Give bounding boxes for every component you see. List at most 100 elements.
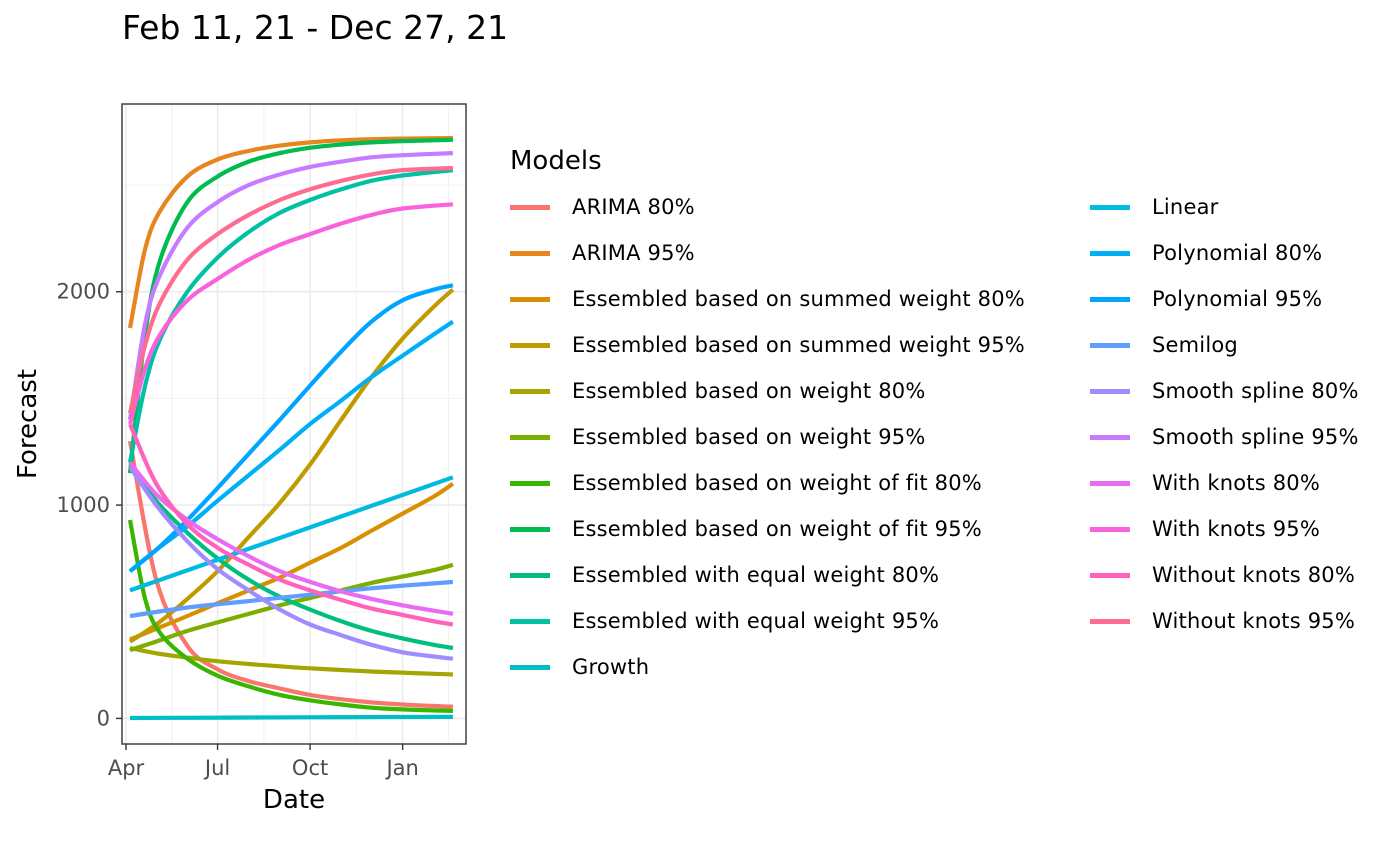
legend-item: Essembled based on weight 95%	[510, 414, 1080, 460]
legend-swatch	[1090, 526, 1130, 532]
legend-item: Growth	[510, 644, 1080, 690]
y-axis: 0 1000 2000	[57, 280, 122, 730]
legend-label: Essembled based on weight 80%	[572, 379, 926, 403]
y-tick-label: 2000	[57, 280, 110, 304]
legend-item: With knots 95%	[1090, 506, 1359, 552]
legend-swatch	[510, 296, 550, 302]
legend-item: Smooth spline 80%	[1090, 368, 1359, 414]
legend-label: Essembled based on summed weight 95%	[572, 333, 1025, 357]
chart-title: Feb 11, 21 - Dec 27, 21	[122, 8, 509, 47]
series-line-arima-95	[127, 136, 453, 329]
y-axis-label: Forecast	[13, 369, 43, 479]
legend-label: Polynomial 95%	[1152, 287, 1323, 311]
x-tick-label: Apr	[108, 756, 145, 780]
series-line-growth	[129, 714, 453, 721]
x-tick-label: Jul	[203, 756, 230, 780]
legend-item: Essembled based on summed weight 95%	[510, 322, 1080, 368]
y-tick-label: 1000	[57, 493, 110, 517]
legend-swatch	[1090, 618, 1130, 624]
series-line-arima-80	[127, 440, 453, 709]
legend-item: Polynomial 80%	[1090, 230, 1359, 276]
legend-swatch	[510, 526, 550, 532]
legend-item: Essembled based on weight 80%	[510, 368, 1080, 414]
series-line-essembled-based-on-summed-weight-80	[129, 481, 455, 642]
legend-item: Without knots 80%	[1090, 552, 1359, 598]
legend-item: ARIMA 80%	[510, 184, 1080, 230]
legend-swatch	[510, 664, 550, 670]
grid-minor	[122, 104, 466, 744]
legend-item: With knots 80%	[1090, 460, 1359, 506]
legend-label: Essembled based on summed weight 80%	[572, 287, 1025, 311]
legend-swatch	[510, 480, 550, 486]
legend-swatch	[510, 572, 550, 578]
legend-label: Essembled with equal weight 95%	[572, 609, 940, 633]
y-tick-label: 0	[97, 706, 110, 730]
legend-label: With knots 95%	[1152, 517, 1321, 541]
legend-swatch	[510, 434, 550, 440]
legend-label: Without knots 80%	[1152, 563, 1355, 587]
x-axis: Apr Jul Oct Jan	[108, 744, 419, 780]
panel-border	[121, 103, 467, 745]
series-line-without-knots-80	[128, 423, 454, 627]
legend-swatch	[1090, 434, 1130, 440]
legend-item: Essembled with equal weight 95%	[510, 598, 1080, 644]
legend-swatch	[510, 250, 550, 256]
legend-label: Smooth spline 80%	[1152, 379, 1359, 403]
legend-swatch	[1090, 204, 1130, 210]
legend-title: Models	[510, 146, 602, 176]
legend-swatch	[1090, 572, 1130, 578]
legend-label: Essembled based on weight of fit 95%	[572, 517, 982, 541]
legend-swatch	[1090, 296, 1130, 302]
legend-swatch	[510, 388, 550, 394]
series-line-essembled-based-on-weight-of-fit-80	[127, 519, 453, 713]
legend-label: Polynomial 80%	[1152, 241, 1323, 265]
legend-label: With knots 80%	[1152, 471, 1321, 495]
legend-label: Essembled based on weight of fit 80%	[572, 471, 982, 495]
series-line-without-knots-95	[127, 165, 453, 414]
legend-label: Without knots 95%	[1152, 609, 1355, 633]
series-line-with-knots-95	[127, 202, 454, 425]
x-tick-label: Oct	[292, 756, 328, 780]
legend-item: Linear	[1090, 184, 1359, 230]
legend-item: Polynomial 95%	[1090, 276, 1359, 322]
series-line-smooth-spline-95	[127, 151, 453, 421]
legend-label: Growth	[572, 655, 650, 679]
series-line-with-knots-80	[128, 461, 454, 616]
series-line-polynomial-95	[128, 283, 454, 573]
legend-swatch	[510, 342, 550, 348]
legend-swatch	[1090, 388, 1130, 394]
legend-label: Smooth spline 95%	[1152, 425, 1359, 449]
legend-swatch	[510, 204, 550, 210]
legend-item: ARIMA 95%	[510, 230, 1080, 276]
legend-item: Essembled based on weight of fit 80%	[510, 460, 1080, 506]
legend-item: Semilog	[1090, 322, 1359, 368]
legend-label: Essembled based on weight 95%	[572, 425, 926, 449]
series-line-semilog	[129, 579, 454, 619]
legend-label: ARIMA 95%	[572, 241, 695, 265]
legend-label: ARIMA 80%	[572, 195, 695, 219]
legend-swatch	[510, 618, 550, 624]
series-line-essembled-with-equal-weight-95	[127, 168, 454, 463]
legend-label: Essembled with equal weight 80%	[572, 563, 940, 587]
legend-swatch	[1090, 480, 1130, 486]
series-line-polynomial-80	[128, 319, 455, 573]
legend-item: Without knots 95%	[1090, 598, 1359, 644]
x-axis-label: Date	[263, 785, 325, 815]
legend-swatch	[1090, 250, 1130, 256]
legend-item: Essembled based on weight of fit 95%	[510, 506, 1080, 552]
series-line-linear	[129, 475, 454, 593]
x-tick-label: Jan	[384, 756, 418, 780]
legend-label: Linear	[1152, 195, 1219, 219]
legend-item: Smooth spline 95%	[1090, 414, 1359, 460]
legend-item: Essembled with equal weight 80%	[510, 552, 1080, 598]
series-line-smooth-spline-80	[128, 465, 454, 661]
legend-column-1: ARIMA 80% ARIMA 95% Essembled based on sum…	[510, 184, 1080, 690]
legend: Models ARIMA 80% ARIMA 95% Essembled based…	[510, 146, 1359, 690]
legend-swatch	[1090, 342, 1130, 348]
series-line-essembled-based-on-summed-weight-95	[128, 288, 455, 644]
legend-label: Semilog	[1152, 333, 1238, 357]
legend-column-2: Linear Polynomial 80% Polynomial 95% Semilo…	[1090, 184, 1359, 690]
series-layer	[127, 136, 455, 721]
legend-item: Essembled based on summed weight 80%	[510, 276, 1080, 322]
